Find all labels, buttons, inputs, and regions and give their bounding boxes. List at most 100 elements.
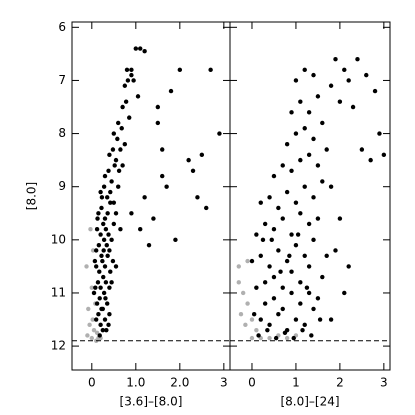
y-axis-label: [8.0] (25, 182, 39, 210)
data-point (160, 173, 165, 179)
data-point (102, 173, 108, 179)
data-point (328, 184, 334, 189)
data-point (306, 152, 312, 158)
data-point (90, 317, 95, 322)
data-point (110, 147, 116, 152)
data-point (89, 335, 95, 341)
data-point (104, 242, 109, 248)
data-point (302, 322, 307, 328)
data-point (102, 317, 108, 322)
data-point (271, 296, 277, 301)
data-point (95, 216, 100, 221)
data-point (138, 227, 143, 232)
data-point (102, 216, 108, 221)
data-point (146, 242, 152, 248)
data-point (276, 248, 281, 253)
data-point (105, 211, 110, 216)
data-point (107, 285, 112, 290)
data-point (133, 46, 139, 51)
data-point (119, 126, 124, 131)
data-point (106, 322, 111, 328)
data-point (236, 264, 241, 269)
data-point (125, 78, 131, 83)
data-point (103, 296, 108, 301)
data-point (118, 147, 123, 152)
data-point (113, 211, 119, 216)
data-point (91, 327, 97, 333)
data-point (254, 232, 259, 237)
data-point (284, 189, 290, 195)
x-axis-label: [8.0]–[24] (280, 395, 339, 409)
data-point (324, 147, 329, 152)
data-point (346, 264, 351, 269)
data-point (311, 237, 316, 243)
data-point (243, 322, 248, 328)
data-point (164, 184, 169, 189)
y-tick-label: 12 (51, 339, 66, 353)
data-point (96, 211, 101, 216)
data-point (100, 327, 106, 333)
data-point (377, 131, 382, 136)
data-point (267, 322, 272, 328)
data-point (291, 335, 296, 341)
data-point (306, 290, 312, 296)
data-point (113, 264, 119, 269)
data-point (276, 205, 281, 211)
data-point (302, 184, 307, 189)
data-point (320, 179, 325, 184)
x-tick-label: 1 (292, 376, 300, 390)
y-tick-label: 8 (58, 126, 66, 140)
data-point (116, 120, 121, 126)
data-point (186, 157, 191, 163)
data-point (284, 335, 290, 341)
y-tick-label: 10 (51, 232, 66, 246)
data-point (142, 195, 147, 200)
y-tick-label: 7 (58, 73, 66, 87)
data-point (262, 280, 268, 285)
data-point (85, 333, 90, 338)
data-point (109, 237, 114, 243)
data-point (99, 205, 104, 211)
data-point (90, 248, 96, 253)
data-point (129, 211, 134, 216)
data-point (293, 242, 299, 248)
data-point (108, 189, 113, 195)
data-point (289, 110, 294, 115)
data-point (342, 67, 347, 73)
data-point (289, 269, 294, 274)
data-point (315, 296, 321, 301)
data-point (368, 157, 373, 163)
data-point (177, 67, 183, 73)
data-point (97, 296, 102, 301)
data-point (267, 195, 272, 200)
data-point (260, 237, 266, 243)
data-point (298, 280, 303, 285)
data-point (333, 56, 338, 62)
data-point (293, 200, 299, 205)
data-point (105, 253, 110, 258)
data-point (238, 312, 244, 317)
data-point (278, 269, 283, 274)
data-point (258, 317, 263, 322)
data-point (280, 216, 285, 221)
data-point (98, 232, 103, 237)
data-point (138, 46, 143, 51)
data-point (95, 280, 101, 285)
data-point (94, 301, 100, 306)
data-point (298, 157, 303, 163)
data-point (101, 248, 106, 253)
data-point (98, 189, 103, 195)
data-point (155, 104, 161, 110)
data-point (236, 280, 241, 285)
data-point (320, 120, 325, 126)
x-tick-label: 0 (248, 376, 256, 390)
data-point (271, 227, 277, 232)
data-point (287, 253, 292, 258)
data-point (276, 312, 281, 317)
data-point (284, 141, 290, 147)
data-point (302, 126, 307, 131)
data-point (135, 94, 141, 99)
data-point (251, 312, 257, 317)
data-point (317, 317, 323, 322)
